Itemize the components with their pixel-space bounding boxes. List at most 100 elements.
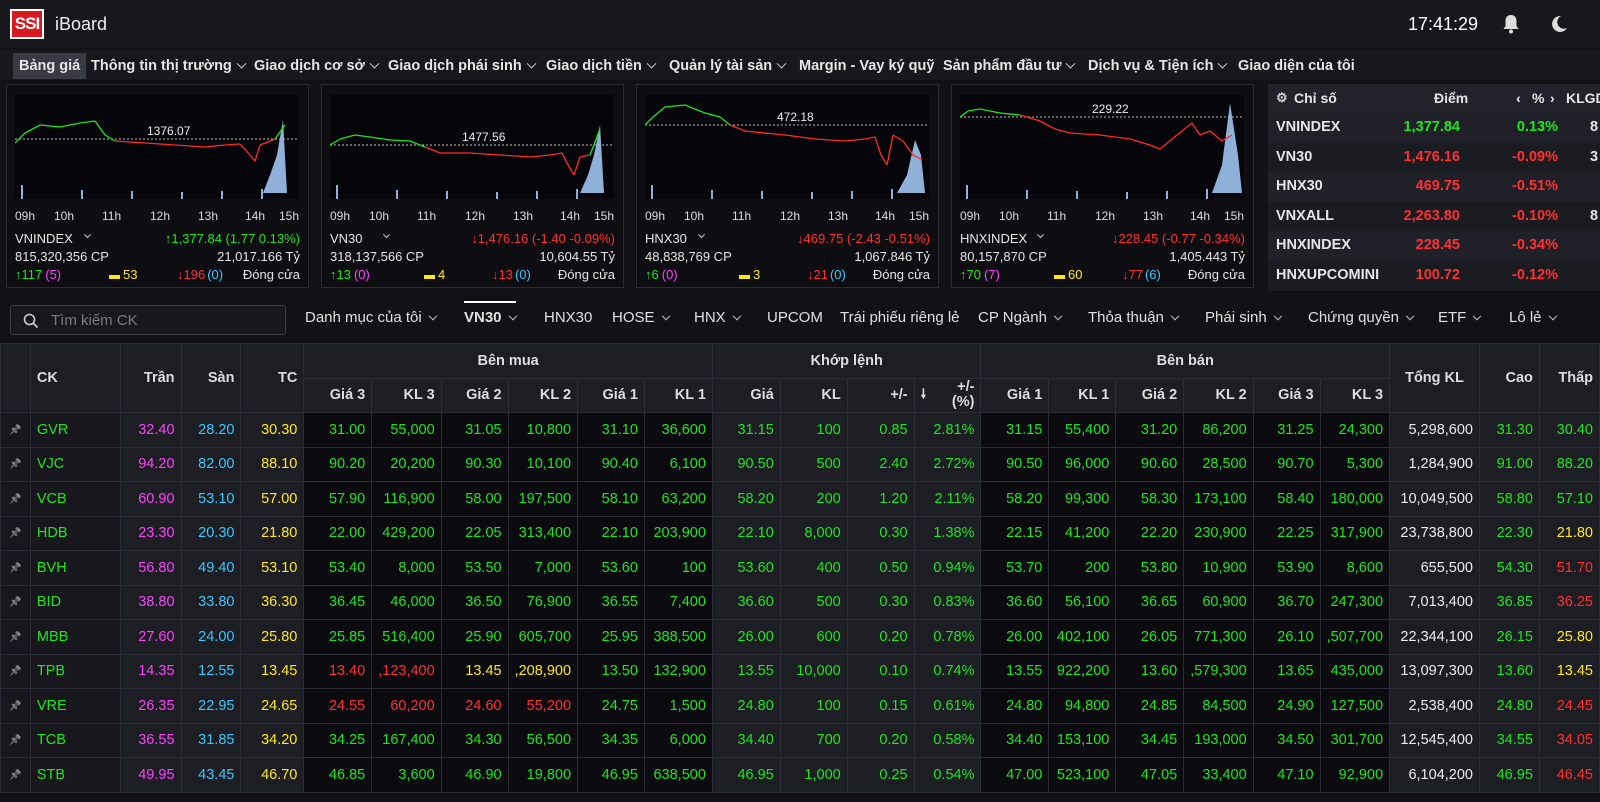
pin-icon[interactable]: 📌: [0, 619, 31, 655]
sort-down-icon[interactable]: 🠗: [920, 386, 927, 402]
col-sell-kl3[interactable]: KL 3: [1319, 377, 1391, 413]
table-row[interactable]: 📌 TPB 14.35 12.55 13.45 13.40,123,400 13.45,20…: [0, 653, 1600, 689]
menu-item[interactable]: Giao dịch phái sinh: [384, 53, 539, 79]
table-row[interactable]: 📌 HDB 23.30 20.30 21.80 22.00 429,200 22.05 313,…: [0, 515, 1600, 551]
symbol-cell[interactable]: VJC: [29, 446, 121, 482]
col-match-change[interactable]: +/-: [846, 377, 915, 413]
table-row[interactable]: 📌 STB 49.95 43.45 46.70 46.85 3,600 46.90 19,800…: [0, 757, 1600, 793]
index-row[interactable]: HNXUPCOMINI 100.72 -0.12%: [1268, 261, 1600, 291]
filter-tab[interactable]: Thỏa thuận: [1088, 309, 1180, 326]
col-sell-g2[interactable]: Giá 2: [1115, 377, 1185, 413]
chevron-down-icon[interactable]: [1036, 231, 1045, 239]
col-ck[interactable]: CK: [29, 343, 121, 413]
chevron-down-icon[interactable]: [83, 231, 92, 239]
pin-icon[interactable]: 📌: [9, 597, 22, 609]
pin-icon[interactable]: 📌: [0, 412, 31, 448]
col-tc[interactable]: TC: [240, 343, 305, 413]
menu-item[interactable]: Quản lý tài sản: [665, 53, 789, 79]
pin-icon[interactable]: 📌: [0, 757, 31, 793]
col-match-vol[interactable]: KL: [779, 377, 848, 413]
col-thap[interactable]: Thấp: [1538, 343, 1600, 413]
symbol-cell[interactable]: MBB: [29, 619, 121, 655]
filter-tab[interactable]: HNX: [694, 309, 741, 326]
symbol-cell[interactable]: BID: [29, 584, 121, 620]
col-san[interactable]: Sàn: [180, 343, 242, 413]
bell-icon[interactable]: [1502, 14, 1520, 34]
table-row[interactable]: 📌 BVH 56.80 49.40 53.10 53.40 8,000 53.50 7,000 5…: [0, 550, 1600, 586]
index-row[interactable]: HNXINDEX 228.45 -0.34%: [1268, 231, 1600, 261]
pin-icon[interactable]: 📌: [9, 459, 22, 471]
menu-item[interactable]: Giao dịch cơ sở: [250, 53, 382, 79]
col-sell-g1[interactable]: Giá 1: [980, 377, 1050, 413]
symbol-cell[interactable]: STB: [29, 757, 121, 793]
symbol-cell[interactable]: HDB: [29, 515, 121, 551]
gear-icon[interactable]: ⚙: [1276, 90, 1288, 105]
moon-icon[interactable]: [1549, 14, 1569, 34]
filter-tab[interactable]: Lô lẻ: [1509, 309, 1557, 326]
table-row[interactable]: 📌 GVR 32.40 28.20 30.30 31.00 55,000 31.05 10,80…: [0, 412, 1600, 448]
filter-tab[interactable]: HNX30: [544, 309, 592, 326]
pin-icon[interactable]: 📌: [0, 584, 31, 620]
pin-icon[interactable]: 📌: [0, 653, 31, 689]
col-tong-kl[interactable]: Tổng KL: [1389, 343, 1480, 413]
symbol-cell[interactable]: VCB: [29, 481, 121, 517]
index-row[interactable]: VN30 1,476.16 -0.09% 3: [1268, 143, 1600, 173]
search-input[interactable]: Tìm kiếm CK: [10, 305, 286, 335]
index-name[interactable]: VN30: [330, 231, 363, 246]
ssi-logo[interactable]: SSI: [10, 9, 44, 39]
col-sell-kl1[interactable]: KL 1: [1048, 377, 1117, 413]
col-match-price[interactable]: Giá: [711, 377, 781, 413]
filter-tab[interactable]: VN30: [464, 301, 517, 326]
chevron-down-icon[interactable]: [382, 231, 391, 239]
table-row[interactable]: 📌 VRE 26.35 22.95 24.65 24.55 60,200 24.60 55,20…: [0, 688, 1600, 724]
table-row[interactable]: 📌 BID 38.80 33.80 36.30 36.45 46,000 36.50 76,90…: [0, 584, 1600, 620]
pin-icon[interactable]: 📌: [9, 769, 22, 781]
index-row[interactable]: VNXALL 2,263.80 -0.10% 8: [1268, 202, 1600, 232]
pin-icon[interactable]: 📌: [9, 493, 22, 505]
pin-icon[interactable]: 📌: [0, 481, 31, 517]
chevron-right-icon[interactable]: ›: [1550, 90, 1555, 106]
index-panel[interactable]: 229.22 09h 10h 11h 12h 13h 14h 15h HNXINDEX ↓228.…: [951, 84, 1254, 288]
menu-item[interactable]: Bảng giá: [13, 53, 87, 79]
index-panel[interactable]: 472.18 09h 10h 11h 12h 13h 14h 15h HNX30 ↓469.75 …: [636, 84, 939, 288]
index-panel[interactable]: 1376.07 09h 10h 11h 12h 13h 14h 15h VNINDEX ↑1,37…: [6, 84, 309, 288]
pin-icon[interactable]: 📌: [9, 666, 22, 678]
col-buy-kl3[interactable]: KL 3: [371, 377, 442, 413]
index-name[interactable]: VNINDEX: [15, 231, 73, 246]
menu-item[interactable]: Giao dịch tiền: [542, 53, 659, 79]
pin-icon[interactable]: 📌: [0, 688, 31, 724]
menu-item[interactable]: Thông tin thị trường: [87, 53, 249, 79]
pin-icon[interactable]: 📌: [9, 735, 22, 747]
pin-icon[interactable]: 📌: [0, 515, 31, 551]
filter-tab[interactable]: HOSE: [612, 309, 670, 326]
menu-item[interactable]: Dịch vụ & Tiện ích: [1084, 53, 1230, 79]
symbol-cell[interactable]: VRE: [29, 688, 121, 724]
col-tran[interactable]: Trần: [119, 343, 182, 413]
col-buy-kl1[interactable]: KL 1: [643, 377, 713, 413]
col-sell-kl2[interactable]: KL 2: [1183, 377, 1254, 413]
menu-item[interactable]: Giao diện của tôi: [1234, 53, 1359, 79]
pin-icon[interactable]: 📌: [0, 722, 31, 758]
chevron-down-icon[interactable]: [697, 231, 706, 239]
table-row[interactable]: 📌 VJC 94.20 82.00 88.10 90.20 20,200 90.30 10,10…: [0, 446, 1600, 482]
pin-icon[interactable]: 📌: [9, 424, 22, 436]
symbol-cell[interactable]: BVH: [29, 550, 121, 586]
index-name[interactable]: HNX30: [645, 231, 687, 246]
pin-icon[interactable]: 📌: [9, 528, 22, 540]
filter-tab[interactable]: Trái phiếu riêng lẻ: [840, 309, 960, 326]
table-row[interactable]: 📌 TCB 36.55 31.85 34.20 34.25 167,400 34.30 56,5…: [0, 722, 1600, 758]
symbol-cell[interactable]: TCB: [29, 722, 121, 758]
symbol-cell[interactable]: GVR: [29, 412, 121, 448]
col-match-pct[interactable]: 🠗 +/- (%): [913, 377, 982, 413]
table-row[interactable]: 📌 MBB 27.60 24.00 25.80 25.85 516,400 25.90 605,…: [0, 619, 1600, 655]
pin-icon[interactable]: 📌: [0, 550, 31, 586]
index-name[interactable]: HNXINDEX: [960, 231, 1028, 246]
filter-tab[interactable]: Chứng quyền: [1308, 309, 1415, 326]
index-row[interactable]: VNINDEX 1,377.84 0.13% 8: [1268, 113, 1600, 143]
pin-icon[interactable]: 📌: [9, 562, 22, 574]
filter-tab[interactable]: Phái sinh: [1205, 309, 1282, 326]
filter-tab[interactable]: UPCOM: [767, 309, 823, 326]
col-buy-g1[interactable]: Giá 1: [577, 377, 645, 413]
pin-icon[interactable]: 📌: [9, 700, 22, 712]
index-row[interactable]: HNX30 469.75 -0.51%: [1268, 172, 1600, 202]
